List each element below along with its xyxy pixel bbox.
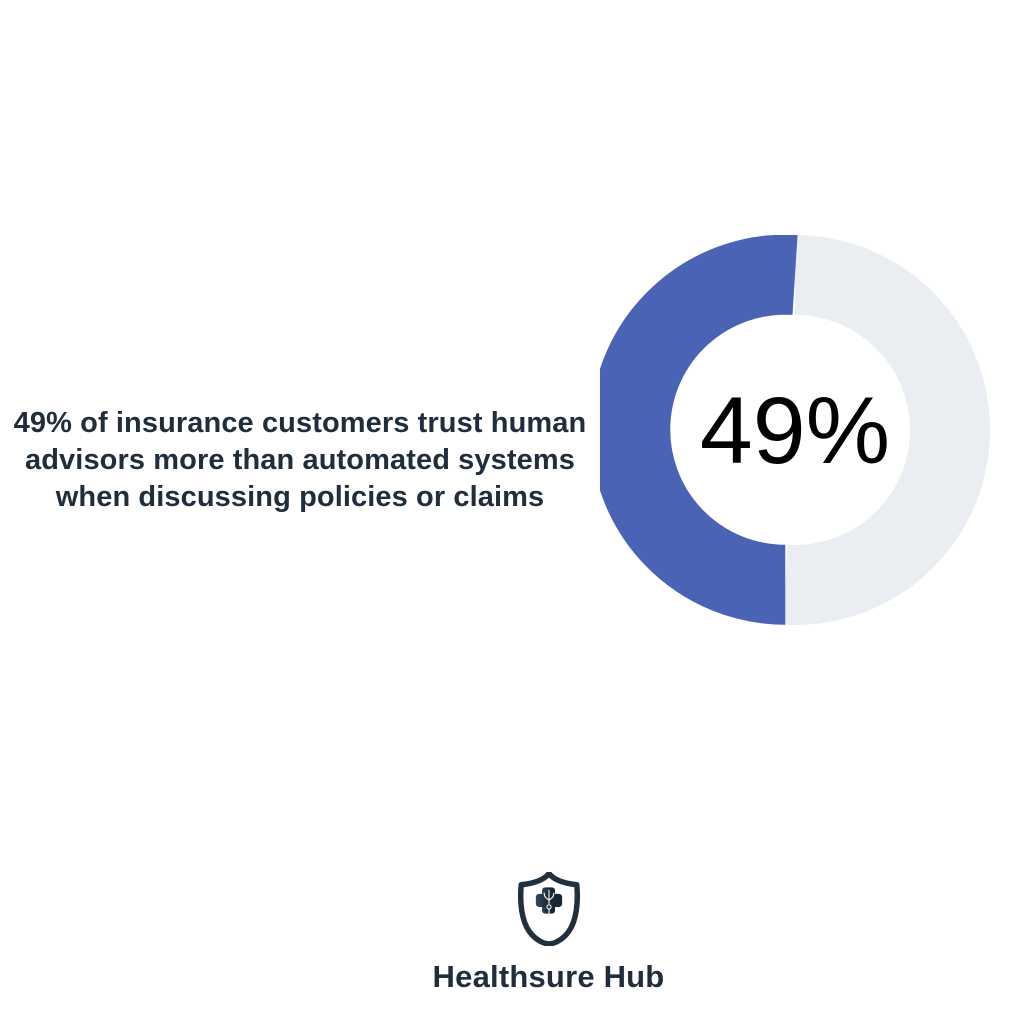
svg-text:49%: 49% — [700, 378, 890, 484]
